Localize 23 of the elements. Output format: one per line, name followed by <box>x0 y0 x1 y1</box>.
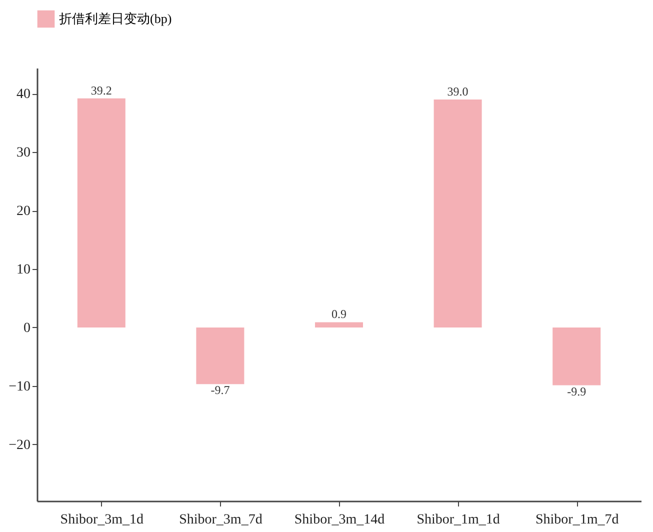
bar <box>77 98 126 328</box>
bar <box>434 100 482 328</box>
bar <box>196 327 244 384</box>
y-tick-label: 40 <box>16 87 30 102</box>
y-tick-label: 0 <box>24 320 30 336</box>
y-tick-label: −10 <box>8 379 30 394</box>
data-label: -9.7 <box>210 383 230 398</box>
x-tick-label: Shibor_3m_7d <box>179 512 262 528</box>
y-tick-label: 20 <box>16 204 30 220</box>
x-tick-label: Shibor_3m_14d <box>294 512 385 528</box>
x-tick-label: Shibor_1m_7d <box>535 512 619 528</box>
bar <box>552 327 601 386</box>
data-label: 39.2 <box>90 83 112 98</box>
y-tick-label: 30 <box>16 146 30 161</box>
x-tick-label: Shibor_1m_1d <box>416 512 500 528</box>
x-tick-label: Shibor_3m_1d <box>60 512 144 528</box>
legend-label: 折借利差日变动(bp) <box>59 11 172 26</box>
data-label: -9.9 <box>567 384 586 398</box>
y-tick-label: 10 <box>16 262 30 278</box>
data-label: 0.9 <box>332 307 346 322</box>
y-tick-label: −20 <box>8 438 30 453</box>
data-label: 39.0 <box>447 84 468 99</box>
bar <box>315 322 363 328</box>
